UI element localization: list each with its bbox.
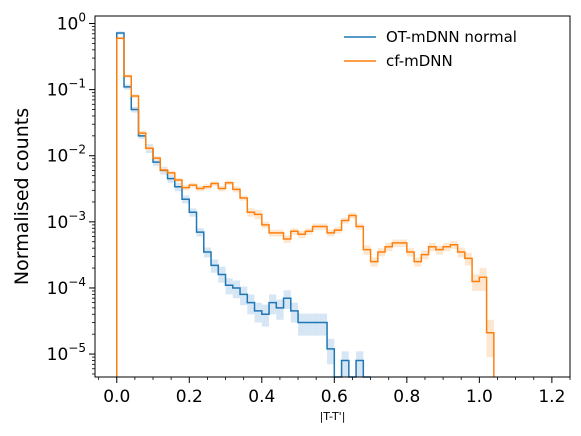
y-tick-label-4: 10−3 [47, 209, 86, 233]
band-bin-1-24 [283, 290, 291, 310]
x-tick-label-6: 1.0 [466, 387, 493, 407]
band-bin-1-32 [341, 351, 349, 377]
band-bin-1-25 [290, 302, 299, 323]
x-tick-label-1: 0.0 [103, 387, 130, 407]
x-tick-label-7: 1.2 [538, 387, 565, 407]
x-tick-label-5: 0.8 [393, 387, 420, 407]
y-tick-label-3: 10−2 [47, 143, 86, 167]
x-axis: 0.0 0.2 0.4 0.6 0.8 1.0 1.2 [98, 377, 571, 407]
y-tick-label-1: 100 [57, 11, 86, 35]
series-line-1 [116, 32, 371, 378]
band-bin-2-51 [479, 268, 487, 291]
band-bin-1-21 [261, 304, 270, 327]
band-bin-1-23 [276, 299, 284, 320]
plot-area-frame [94, 15, 571, 378]
legend-label-2: cf-mDNN [386, 52, 453, 70]
band-bin-1-14 [211, 259, 219, 273]
x-axis-label: |T-T'| [320, 410, 346, 423]
band-bin-1-20 [254, 302, 262, 323]
band-bin-2-50 [472, 274, 480, 291]
y-tick-label-6: 10−5 [47, 341, 86, 365]
band-bin-1-28 [312, 313, 320, 336]
y-axis-label: Normalised counts [11, 108, 33, 285]
band-bin-1-30 [327, 338, 335, 365]
band-bin-2-52 [486, 319, 494, 358]
y-tick-label-5: 10−4 [47, 275, 86, 299]
series-line-2 [116, 37, 495, 377]
band-bin-1-18 [240, 286, 248, 306]
x-tick-label-2: 0.2 [176, 387, 203, 407]
y-tick-label-2: 10−1 [47, 77, 86, 101]
x-tick-label-3: 0.4 [248, 387, 275, 407]
band-bin-1-17 [232, 280, 241, 299]
y-axis: 100 10−1 10−2 10−3 10−4 10−5 [47, 11, 95, 375]
x-tick-label-4: 0.6 [321, 387, 348, 407]
legend: OT-mDNN normal cf-mDNN [344, 28, 517, 70]
band-bin-1-29 [319, 313, 328, 336]
series-lines [116, 32, 495, 378]
band-bin-1-27 [305, 313, 313, 336]
band-bin-1-34 [356, 351, 364, 377]
band-bin-1-16 [225, 278, 233, 295]
legend-label-1: OT-mDNN normal [386, 28, 517, 46]
band-bin-1-26 [298, 313, 306, 336]
band-bin-1-22 [269, 294, 277, 315]
band-bin-1-19 [247, 294, 255, 315]
